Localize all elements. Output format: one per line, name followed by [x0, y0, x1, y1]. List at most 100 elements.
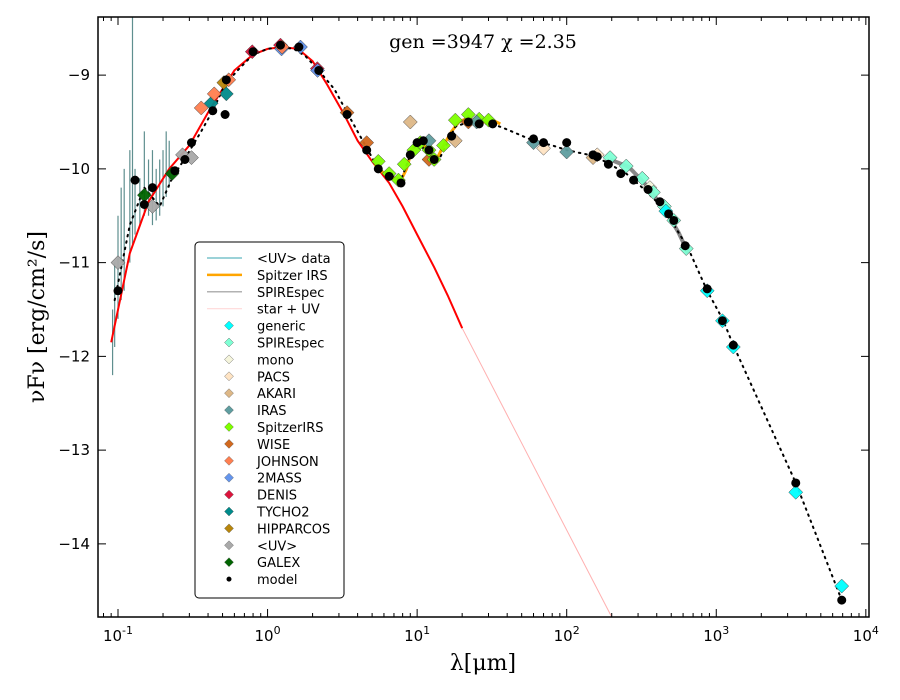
y-tick-label: −10 [58, 160, 90, 178]
model-point [728, 340, 738, 350]
point-uv [110, 255, 126, 270]
model-point [603, 159, 613, 169]
model-point [314, 65, 324, 75]
model-point [702, 284, 712, 294]
model-point [474, 119, 484, 129]
legend-diamond-swatch [224, 506, 234, 517]
legend-label: SPIREspec [257, 337, 324, 352]
model-point [791, 478, 801, 488]
y-tick-label: −11 [58, 254, 90, 272]
legend-diamond-swatch [224, 422, 234, 432]
model-point [669, 215, 679, 225]
legend-label: IRAS [257, 404, 287, 419]
legend-diamond-swatch [224, 472, 234, 483]
model-point [717, 316, 727, 326]
model-point [208, 106, 218, 116]
legend-diamond-swatch [224, 540, 234, 551]
fit-annotation: gen =3947 χ =2.35 [389, 31, 577, 53]
y-tick-label: −9 [68, 66, 90, 84]
point-spitzerirs [396, 156, 412, 172]
model-point [220, 110, 230, 119]
legend-box [194, 241, 345, 599]
legend-diamond-swatch [224, 489, 234, 500]
legend-diamond-swatch [224, 523, 234, 534]
model-point [139, 200, 149, 209]
x-tick-label: 101 [404, 624, 430, 645]
model-point [837, 595, 847, 605]
y-tick-label: −14 [58, 535, 90, 553]
legend-diamond-swatch [224, 354, 234, 365]
model-point [429, 155, 439, 164]
legend-label: PACS [257, 370, 290, 385]
x-tick-label: 103 [703, 624, 729, 645]
legend-label: Spitzer IRS [257, 269, 328, 284]
x-axis-title: λ[μm] [450, 651, 516, 676]
model-point [294, 42, 304, 52]
model-point [373, 164, 383, 174]
plot-area [110, 17, 850, 617]
point-spitzerirs [436, 138, 451, 153]
model-point [529, 134, 539, 144]
model-point [275, 40, 285, 50]
legend-dot-swatch [226, 576, 232, 582]
model-point [643, 185, 653, 194]
model-point [539, 138, 549, 148]
point-johnson [206, 86, 222, 102]
model-point [463, 117, 473, 127]
plot-frame [97, 16, 870, 618]
model-point [629, 175, 639, 185]
y-tick-label: −13 [58, 441, 90, 459]
legend-diamond-swatch [224, 337, 234, 348]
legend-label: WISE [257, 438, 290, 453]
legend-label: generic [257, 320, 306, 335]
legend-label: JOHNSON [256, 455, 319, 470]
series-star-uv-extrapolated- [461, 327, 613, 617]
legend-diamond-swatch [224, 456, 234, 466]
y-axis-title: νFν [erg/cm²/s] [25, 231, 50, 403]
legend-diamond-swatch [224, 320, 234, 331]
model-point [342, 110, 352, 119]
legend-diamond-swatch [224, 388, 234, 398]
model-point [418, 136, 428, 146]
legend-label: SpitzerIRS [257, 421, 324, 436]
y-tick-label: −12 [58, 347, 90, 365]
legend-label: model [257, 573, 297, 588]
point-generic [788, 484, 804, 500]
point-johnson [193, 100, 209, 116]
point-akari [402, 114, 418, 130]
legend-label: 2MASS [257, 472, 302, 487]
model-point [405, 150, 415, 160]
legend-label: <UV> [257, 539, 297, 554]
point-generic [834, 578, 850, 594]
legend-diamond-swatch [224, 439, 234, 449]
legend-diamond-swatch [224, 557, 234, 567]
model-point [113, 286, 123, 296]
legend-label: DENIS [257, 489, 297, 504]
legend-label: SPIREspec [257, 286, 324, 301]
legend-label: star + UV [257, 303, 320, 318]
legend-label: TYCHO2 [256, 506, 310, 521]
y-axis: −9 −10 −11 −12 −13 −14 [58, 66, 869, 553]
point-spirespec [634, 170, 650, 186]
legend-label: GALEX [257, 556, 300, 571]
model-point [680, 241, 690, 251]
x-axis: 10-1 100 101 102 103 104 [103, 17, 879, 645]
model-point [488, 119, 498, 129]
point-spitzerirs [447, 112, 463, 128]
legend-diamond-swatch [224, 371, 234, 382]
model-point [186, 138, 196, 148]
model-point [362, 145, 372, 155]
model-point [248, 47, 258, 57]
legend-diamond-swatch [224, 405, 234, 415]
x-tick-label: 102 [554, 624, 580, 645]
point-tycho2 [218, 86, 234, 102]
point-iras [559, 144, 575, 160]
legend-label: <UV> data [257, 252, 331, 267]
model-point [221, 75, 231, 85]
x-tick-label: 100 [255, 624, 281, 645]
model-point [147, 183, 157, 193]
x-tick-label: 104 [853, 624, 879, 645]
model-point [562, 138, 572, 148]
model-point [664, 209, 674, 219]
